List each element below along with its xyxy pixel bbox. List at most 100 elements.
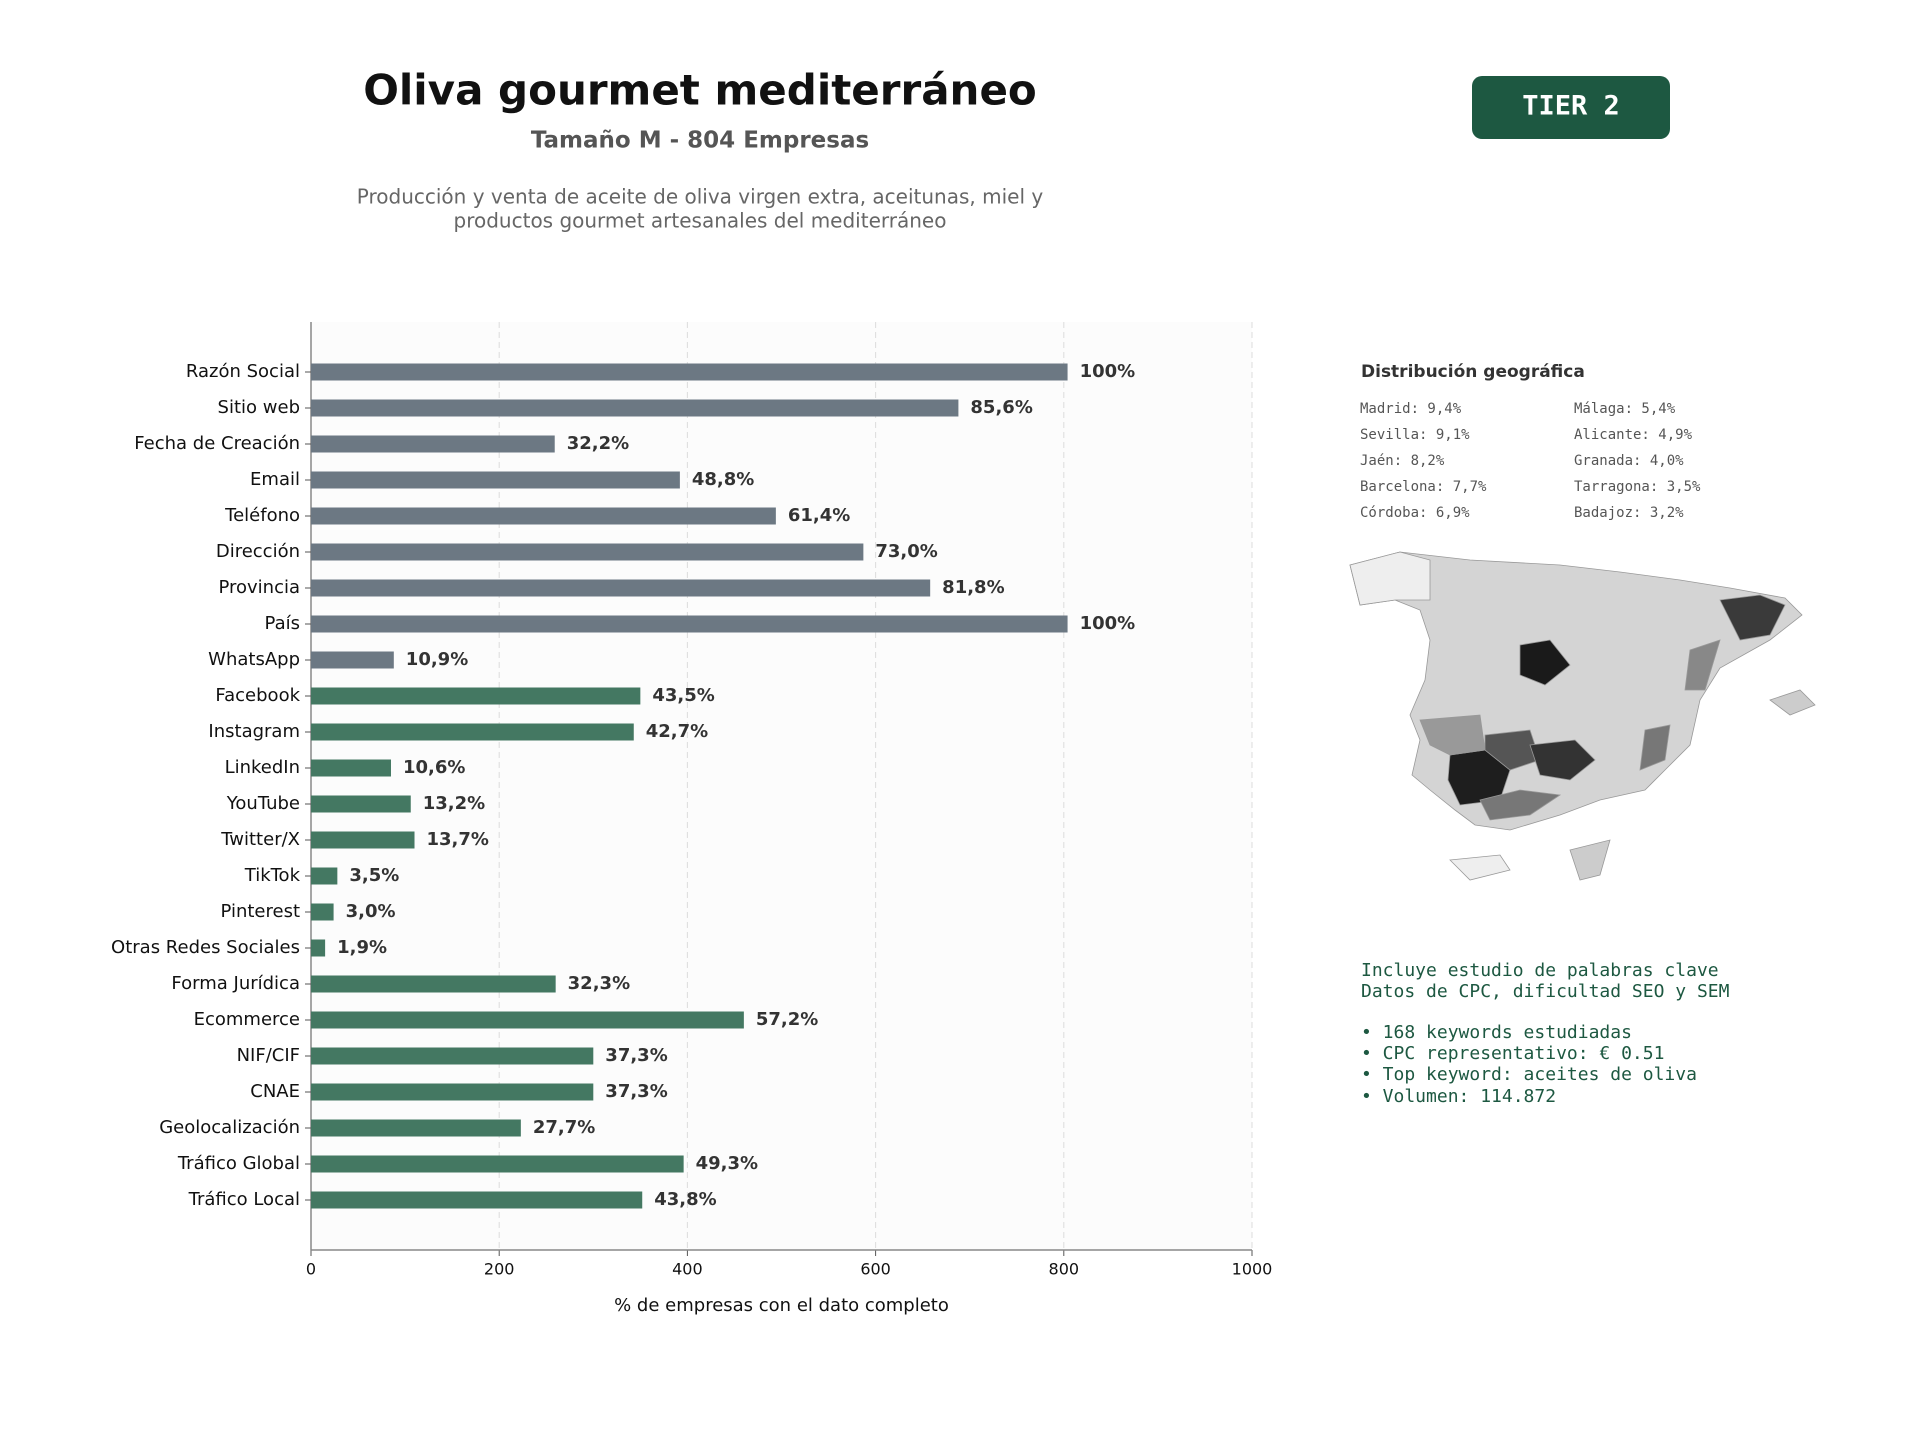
value-label: 10,6% bbox=[403, 757, 465, 778]
chart-title: Oliva gourmet mediterráneo bbox=[363, 66, 1037, 115]
value-label: 42,7% bbox=[646, 721, 708, 742]
value-label: 57,2% bbox=[756, 1009, 818, 1030]
x-tick-label: 800 bbox=[1049, 1260, 1080, 1279]
y-tick-label: Tráfico Local bbox=[188, 1189, 300, 1210]
value-label: 49,3% bbox=[696, 1153, 758, 1174]
bar bbox=[311, 1011, 744, 1029]
value-label: 13,2% bbox=[423, 793, 485, 814]
geo-item: Alicante: 4,9% bbox=[1574, 427, 1693, 443]
value-label: 81,8% bbox=[942, 577, 1004, 598]
y-tick-label: WhatsApp bbox=[208, 649, 300, 670]
geo-item: Sevilla: 9,1% bbox=[1360, 427, 1470, 443]
value-label: 3,5% bbox=[349, 865, 399, 886]
y-tick-label: LinkedIn bbox=[225, 757, 300, 778]
x-tick-label: 400 bbox=[672, 1260, 703, 1279]
value-label: 27,7% bbox=[533, 1117, 595, 1138]
geo-item: Tarragona: 3,5% bbox=[1574, 479, 1701, 495]
y-tick-label: NIF/CIF bbox=[237, 1045, 300, 1066]
chart-subtitle: Tamaño M - 804 Empresas bbox=[531, 128, 869, 154]
y-tick-label: Twitter/X bbox=[220, 829, 300, 850]
description-line: productos gourmet artesanales del medite… bbox=[454, 209, 947, 233]
y-tick-label: CNAE bbox=[250, 1081, 300, 1102]
keyword-line: • Top keyword: aceites de oliva bbox=[1361, 1064, 1697, 1085]
bar bbox=[311, 687, 641, 705]
plot-area bbox=[311, 322, 1252, 1250]
value-label: 73,0% bbox=[875, 541, 937, 562]
y-tick-label: Dirección bbox=[216, 541, 300, 562]
y-tick-label: Sitio web bbox=[218, 397, 300, 418]
bar bbox=[311, 831, 415, 849]
badge-text: TIER 2 bbox=[1522, 91, 1620, 122]
geo-item: Málaga: 5,4% bbox=[1574, 401, 1676, 417]
map bbox=[1349, 551, 1816, 881]
y-tick-label: Fecha de Creación bbox=[134, 433, 300, 454]
value-label: 37,3% bbox=[605, 1081, 667, 1102]
x-axis-label: % de empresas con el dato completo bbox=[614, 1295, 949, 1316]
bar bbox=[311, 1047, 594, 1065]
y-tick-label: Email bbox=[250, 469, 300, 490]
bar bbox=[311, 723, 634, 741]
bar bbox=[311, 435, 555, 453]
y-tick-label: Forma Jurídica bbox=[171, 973, 300, 994]
geo-item: Madrid: 9,4% bbox=[1360, 401, 1462, 417]
geo-item: Jaén: 8,2% bbox=[1360, 453, 1445, 469]
y-tick-label: Instagram bbox=[208, 721, 300, 742]
keyword-line: • CPC representativo: € 0.51 bbox=[1361, 1043, 1664, 1064]
y-tick-label: Tráfico Global bbox=[177, 1153, 300, 1174]
y-tick-label: Razón Social bbox=[186, 361, 300, 382]
value-label: 61,4% bbox=[788, 505, 850, 526]
x-tick-label: 0 bbox=[306, 1260, 316, 1279]
value-label: 10,9% bbox=[406, 649, 468, 670]
y-tick-label: YouTube bbox=[226, 793, 300, 814]
bar bbox=[311, 1119, 521, 1137]
bar bbox=[311, 939, 326, 957]
bar bbox=[311, 867, 338, 885]
x-tick-label: 1000 bbox=[1232, 1260, 1273, 1279]
bar bbox=[311, 471, 680, 489]
value-label: 1,9% bbox=[337, 937, 387, 958]
bar bbox=[311, 579, 931, 597]
x-tick-label: 600 bbox=[860, 1260, 891, 1279]
keyword-line: Incluye estudio de palabras clave bbox=[1361, 960, 1719, 981]
bar bbox=[311, 759, 391, 777]
value-label: 100% bbox=[1080, 613, 1136, 634]
y-tick-label: TikTok bbox=[244, 865, 301, 886]
bar bbox=[311, 507, 776, 525]
x-tick-label: 200 bbox=[484, 1260, 515, 1279]
y-tick-label: Pinterest bbox=[220, 901, 300, 922]
bar bbox=[311, 975, 556, 993]
value-label: 13,7% bbox=[427, 829, 489, 850]
y-tick-label: Geolocalización bbox=[159, 1117, 300, 1138]
keyword-line: • Volumen: 114.872 bbox=[1361, 1086, 1556, 1107]
value-label: 100% bbox=[1080, 361, 1136, 382]
bar bbox=[311, 399, 959, 417]
value-label: 43,5% bbox=[652, 685, 714, 706]
y-tick-label: Facebook bbox=[215, 685, 300, 706]
bar bbox=[311, 1155, 684, 1173]
y-tick-label: Otras Redes Sociales bbox=[111, 937, 300, 958]
bar bbox=[311, 615, 1068, 633]
geo-item: Córdoba: 6,9% bbox=[1360, 505, 1470, 521]
bar bbox=[311, 1083, 594, 1101]
bar bbox=[311, 651, 394, 669]
bar bbox=[311, 903, 334, 921]
bar bbox=[311, 795, 411, 813]
keyword-line: • 168 keywords estudiadas bbox=[1361, 1022, 1632, 1043]
bar bbox=[311, 363, 1068, 381]
y-tick-label: Teléfono bbox=[224, 505, 300, 526]
value-label: 85,6% bbox=[970, 397, 1032, 418]
y-tick-label: País bbox=[265, 613, 300, 634]
value-label: 48,8% bbox=[692, 469, 754, 490]
keyword-line: Datos de CPC, dificultad SEO y SEM bbox=[1361, 981, 1730, 1002]
y-tick-label: Ecommerce bbox=[194, 1009, 300, 1030]
description-line: Producción y venta de aceite de oliva vi… bbox=[357, 185, 1044, 209]
geo-item: Granada: 4,0% bbox=[1574, 453, 1684, 469]
geo-title: Distribución geográfica bbox=[1361, 362, 1585, 382]
y-tick-label: Provincia bbox=[218, 577, 300, 598]
bar bbox=[311, 543, 864, 561]
value-label: 43,8% bbox=[654, 1189, 716, 1210]
badge bbox=[1472, 76, 1670, 139]
value-label: 37,3% bbox=[605, 1045, 667, 1066]
geo-item: Barcelona: 7,7% bbox=[1360, 479, 1487, 495]
